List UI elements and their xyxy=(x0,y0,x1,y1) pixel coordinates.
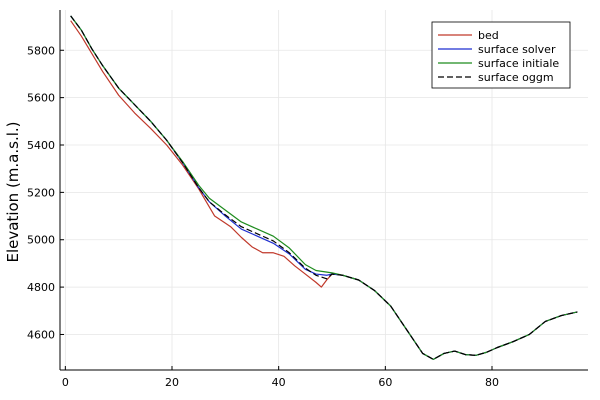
x-tick-label: 60 xyxy=(378,376,392,389)
legend-box xyxy=(431,21,571,89)
legend-label: surface solver xyxy=(478,43,556,56)
tick-labels: 0 20 40 60 80 4600 4800 5000 5200 5400 5600 5800 xyxy=(27,44,499,389)
series-line-surface-oggm xyxy=(70,15,578,360)
legend-label: bed xyxy=(478,29,499,42)
y-tick-label: 4600 xyxy=(27,328,55,341)
x-tick-label: 40 xyxy=(272,376,286,389)
legend-label: surface initiale xyxy=(478,57,559,70)
x-tick-label: 0 xyxy=(62,376,69,389)
y-tick-label: 5200 xyxy=(27,186,55,199)
y-tick-label: 5400 xyxy=(27,139,55,152)
series-line-surface-initiale xyxy=(70,15,578,360)
y-tick-label: 5800 xyxy=(27,44,55,57)
grid-lines xyxy=(60,10,588,370)
axes xyxy=(59,10,588,371)
x-tick-label: 80 xyxy=(485,376,499,389)
y-tick-label: 4800 xyxy=(27,281,55,294)
y-tick-label: 5600 xyxy=(27,92,55,105)
y-tick-label: 5000 xyxy=(27,234,55,247)
x-tick-label: 20 xyxy=(165,376,179,389)
y-axis-title: Elevation (m.a.s.l.) xyxy=(4,121,22,262)
series-lines xyxy=(70,15,578,360)
legend-label: surface oggm xyxy=(478,71,554,84)
